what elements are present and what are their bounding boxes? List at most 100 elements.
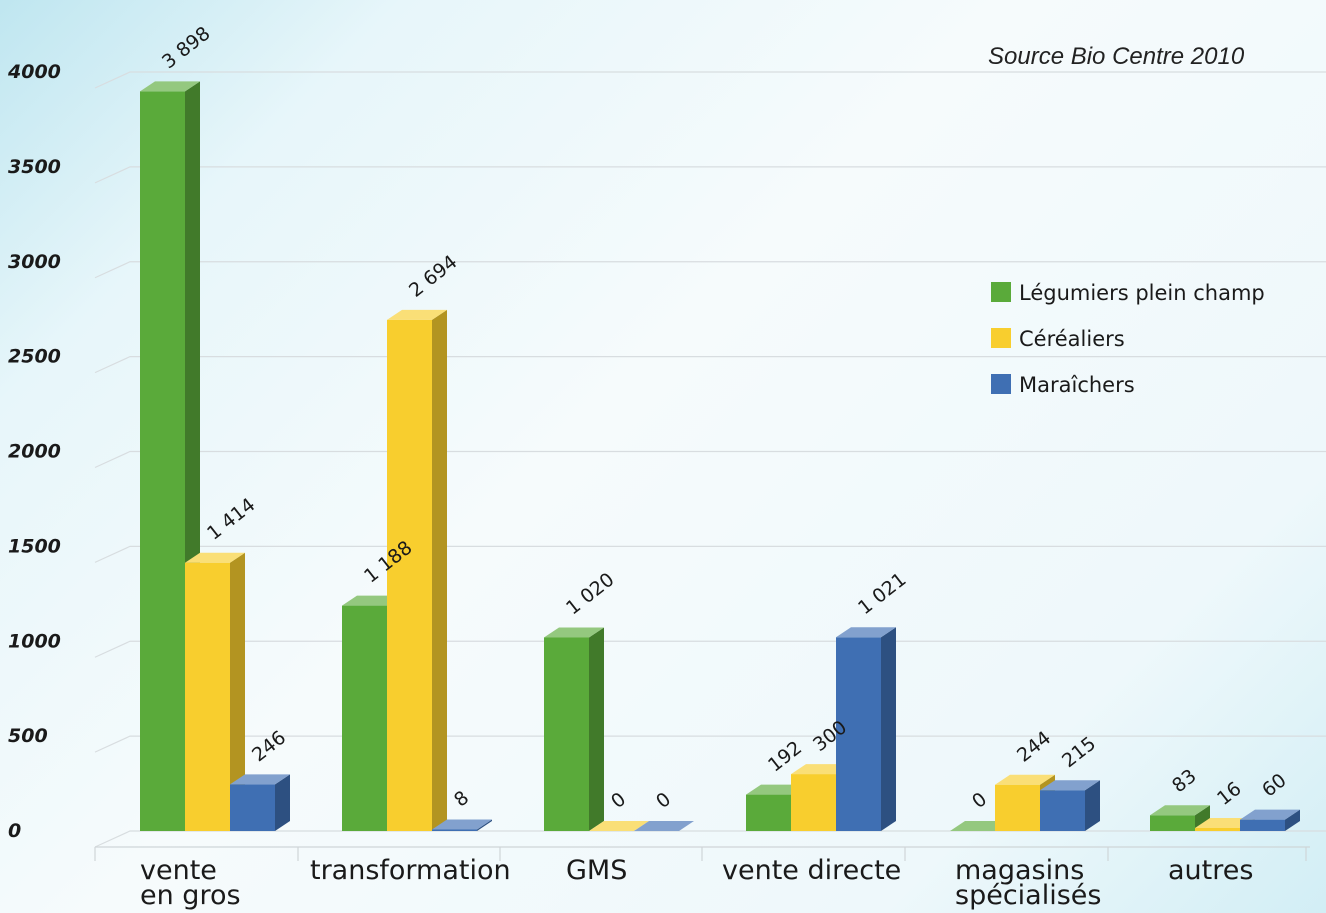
bar [589, 821, 649, 831]
bar [836, 627, 896, 831]
legend: Légumiers plein champ Céréaliers Maraîcher… [991, 281, 1265, 397]
bar-side [589, 627, 604, 831]
data-label: 83 [1168, 765, 1201, 797]
bar-front [791, 774, 836, 831]
bar-side [1195, 805, 1210, 831]
legend-item: Maraîchers [991, 373, 1135, 397]
data-label: 1 021 [854, 568, 910, 619]
gridline [94, 450, 1326, 469]
bar-top [1240, 809, 1300, 820]
legend-label: Céréaliers [1019, 327, 1125, 351]
data-label: 3 898 [158, 22, 214, 73]
bar-top [995, 774, 1055, 785]
bar-top [836, 627, 896, 638]
bar-side [1285, 809, 1300, 831]
category-label: magasins spécialisés [955, 855, 1101, 911]
y-tick-label: 2000 [8, 441, 61, 463]
data-label: 1 020 [562, 569, 618, 620]
bar-top [230, 774, 290, 785]
bar [185, 552, 245, 831]
bar-front [342, 605, 387, 831]
source-note: Source Bio Centre 2010 [988, 43, 1245, 70]
y-tick-label: 1000 [8, 630, 61, 652]
y-tick-label: 500 [8, 725, 48, 747]
bar [1040, 780, 1100, 831]
category-label: vente directe [722, 855, 901, 886]
bar-front [746, 794, 791, 831]
bars [140, 81, 1300, 832]
x-axis: vente en gros transformation GMS vente direc… [140, 855, 1253, 911]
gridline [94, 356, 1326, 374]
bar [1150, 805, 1210, 831]
legend-item: Légumiers plein champ [991, 281, 1265, 305]
bar [432, 819, 492, 831]
legend-label: Maraîchers [1019, 373, 1135, 397]
bar-front [544, 637, 589, 831]
bar-front [1240, 819, 1285, 831]
bar-top [432, 819, 492, 830]
bar-top [1150, 805, 1210, 816]
data-label: 0 [968, 788, 991, 813]
bar [1240, 809, 1300, 831]
bar-front [836, 637, 881, 831]
bar-side [1085, 780, 1100, 831]
bar-front [387, 319, 432, 831]
data-label: 8 [450, 787, 473, 812]
legend-swatch [991, 328, 1011, 348]
bar-front [140, 91, 185, 832]
data-label: 215 [1058, 732, 1100, 772]
y-tick-label: 0 [8, 820, 21, 842]
category-label: GMS [566, 855, 627, 886]
bar-front [185, 562, 230, 831]
legend-label: Légumiers plein champ [1019, 281, 1265, 305]
grid [94, 71, 1326, 861]
data-label: 0 [607, 788, 630, 813]
gridline [94, 166, 1326, 184]
bar-front [1150, 815, 1195, 831]
category-label: transformation [310, 855, 511, 886]
bar-front [995, 784, 1040, 831]
bar-side [881, 627, 896, 831]
bar [230, 774, 290, 831]
bar-side [230, 552, 245, 831]
bar-front [1040, 790, 1085, 831]
legend-item: Céréaliers [991, 327, 1125, 351]
bar-top [589, 821, 649, 831]
legend-swatch [991, 282, 1011, 302]
gridline [94, 640, 1326, 658]
category-label: vente en gros [140, 855, 241, 911]
bar-side [432, 309, 447, 832]
bar-side [275, 774, 290, 831]
data-label: 0 [652, 788, 675, 813]
bar [544, 627, 604, 831]
y-tick-label: 4000 [7, 61, 61, 83]
bar-top [544, 627, 604, 638]
y-tick-label: 3000 [8, 251, 61, 273]
y-tick-label: 1500 [8, 535, 61, 557]
data-label: 60 [1258, 769, 1291, 801]
bar-front [432, 829, 477, 831]
bar-side [477, 819, 492, 831]
bar-top [387, 309, 447, 320]
y-tick-label: 3500 [8, 156, 61, 178]
legend-swatch [991, 374, 1011, 394]
y-axis: 0 500 1000 1500 2000 2500 3000 3500 4000 [7, 61, 61, 842]
bar-front [1195, 827, 1240, 831]
data-label: 1 414 [203, 494, 259, 545]
gridline [94, 261, 1326, 279]
data-label: 246 [248, 727, 290, 767]
y-tick-label: 2500 [8, 346, 61, 368]
bar-top [185, 552, 245, 563]
gridline [94, 830, 1326, 848]
data-label: 2 694 [405, 251, 461, 302]
data-label: 244 [1013, 727, 1055, 767]
category-label: autres [1168, 855, 1253, 886]
bar [634, 821, 694, 831]
bar [387, 309, 447, 832]
gridline [94, 71, 1326, 89]
gridline [94, 735, 1326, 753]
bar-top [140, 81, 200, 92]
bar-top [1040, 780, 1100, 791]
